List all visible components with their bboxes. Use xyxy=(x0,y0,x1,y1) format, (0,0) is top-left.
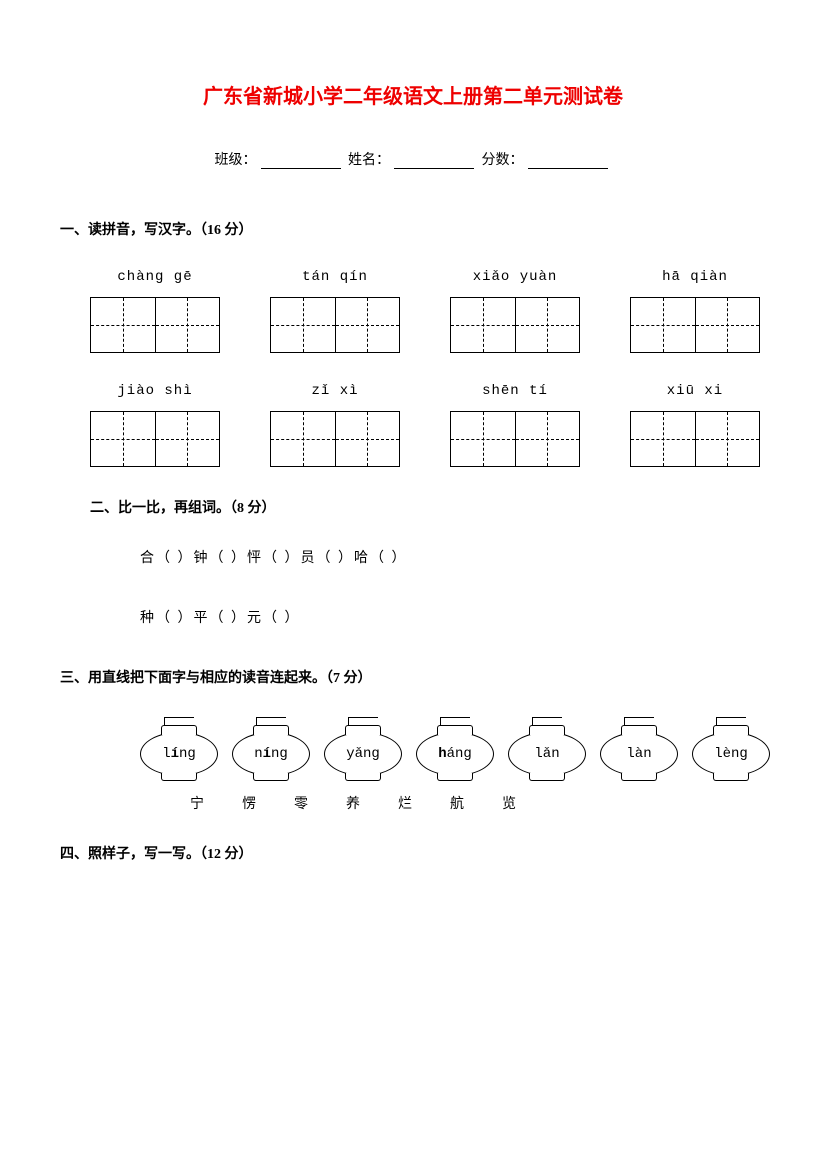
q2-heading: 二、比一比，再组词。（8 分） xyxy=(90,497,766,517)
lantern-pinyin: níng xyxy=(232,732,310,776)
name-label: 姓名： xyxy=(348,153,390,168)
lantern-row: língníngyǎnghánglǎnlànlèng xyxy=(60,717,766,781)
match-char: 宁 xyxy=(190,793,204,813)
match-char: 愣 xyxy=(242,793,256,813)
pinyin-item: zǐ xì xyxy=(270,383,400,399)
lantern: làn xyxy=(600,717,678,781)
q2-line1: 合（ ）钟（ ）怦（ ）员（ ）哈（ ） xyxy=(60,547,766,567)
q4-heading: 四、照样子，写一写。（12 分） xyxy=(60,843,766,863)
write-box-pair[interactable] xyxy=(270,297,400,353)
lantern-pinyin: yǎng xyxy=(324,732,402,776)
lantern-pinyin: làn xyxy=(600,732,678,776)
char-row: 宁愣零养烂航览 xyxy=(60,793,766,813)
pinyin-item: hā qiàn xyxy=(630,269,760,285)
pinyin-row-2: jiào shì zǐ xì shēn tí xiū xi xyxy=(60,383,766,399)
write-box-pair[interactable] xyxy=(270,411,400,467)
lantern: háng xyxy=(416,717,494,781)
q2-line2: 种（ ）平（ ）元（ ） xyxy=(60,607,766,627)
lantern-pinyin: lèng xyxy=(692,732,770,776)
score-label: 分数： xyxy=(482,153,524,168)
lantern: líng xyxy=(140,717,218,781)
write-box-row-2 xyxy=(60,411,766,467)
match-char: 养 xyxy=(346,793,360,813)
pinyin-row-1: chàng gē tán qín xiǎo yuàn hā qiàn xyxy=(60,269,766,285)
exam-title: 广东省新城小学二年级语文上册第二单元测试卷 xyxy=(60,80,766,109)
lantern: lèng xyxy=(692,717,770,781)
q1-heading: 一、读拼音，写汉字。（16 分） xyxy=(60,219,766,239)
write-box-pair[interactable] xyxy=(450,297,580,353)
class-blank[interactable] xyxy=(261,168,341,169)
match-char: 航 xyxy=(450,793,464,813)
write-box-row-1 xyxy=(60,297,766,353)
match-char: 烂 xyxy=(398,793,412,813)
write-box-pair[interactable] xyxy=(90,411,220,467)
write-box-pair[interactable] xyxy=(450,411,580,467)
q3-heading: 三、用直线把下面字与相应的读音连起来。（7 分） xyxy=(60,667,766,687)
pinyin-item: xiǎo yuàn xyxy=(450,269,580,285)
pinyin-item: xiū xi xyxy=(630,383,760,399)
class-label: 班级： xyxy=(215,153,257,168)
lantern-pinyin: lǎn xyxy=(508,732,586,776)
student-info-line: 班级： 姓名： 分数： xyxy=(60,149,766,169)
match-char: 零 xyxy=(294,793,308,813)
pinyin-item: chàng gē xyxy=(90,269,220,285)
write-box-pair[interactable] xyxy=(90,297,220,353)
score-blank[interactable] xyxy=(528,168,608,169)
write-box-pair[interactable] xyxy=(630,297,760,353)
write-box-pair[interactable] xyxy=(630,411,760,467)
lantern: lǎn xyxy=(508,717,586,781)
lantern: níng xyxy=(232,717,310,781)
lantern: yǎng xyxy=(324,717,402,781)
pinyin-item: tán qín xyxy=(270,269,400,285)
match-char: 览 xyxy=(502,793,516,813)
pinyin-item: shēn tí xyxy=(450,383,580,399)
name-blank[interactable] xyxy=(394,168,474,169)
lantern-pinyin: háng xyxy=(416,732,494,776)
lantern-pinyin: líng xyxy=(140,732,218,776)
pinyin-item: jiào shì xyxy=(90,383,220,399)
